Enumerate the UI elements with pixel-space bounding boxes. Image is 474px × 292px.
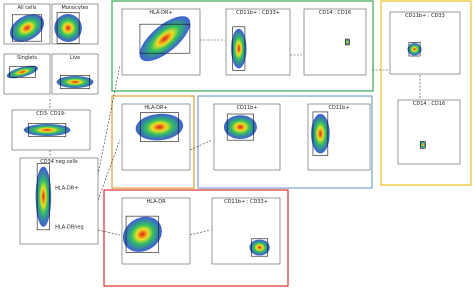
gate bbox=[28, 123, 67, 137]
plot-panel: HLA-DR+ bbox=[121, 103, 191, 171]
plot-panel: HLA-DR+ bbox=[121, 8, 201, 76]
density-cloud bbox=[311, 113, 330, 154]
plot-frame bbox=[211, 197, 281, 265]
plot-title: All cells bbox=[18, 5, 37, 11]
density-cloud bbox=[231, 28, 247, 69]
gate bbox=[420, 140, 426, 149]
arrows bbox=[49, 39, 421, 236]
plot-frame bbox=[303, 8, 367, 76]
plot-frame bbox=[389, 11, 461, 75]
plot-panel: CD11b+ : CD33 bbox=[389, 11, 461, 75]
gate bbox=[11, 14, 43, 42]
gate bbox=[140, 112, 179, 142]
density-cloud bbox=[9, 14, 45, 42]
orange-group bbox=[111, 95, 195, 189]
density-cloud bbox=[23, 124, 71, 136]
plot-title: CD14 : CD16 bbox=[319, 10, 351, 16]
plot-title: CD11b+ : CD33+ bbox=[236, 10, 280, 16]
arrow bbox=[189, 139, 213, 151]
density-cloud bbox=[135, 113, 184, 141]
gate bbox=[56, 12, 80, 44]
plot-title: Live bbox=[70, 55, 80, 61]
plot-panel: CD34 neg cells HLA-DR+ HLA-DRneg bbox=[19, 157, 99, 245]
plot-panel: HLA-DR bbox=[121, 197, 191, 265]
gate bbox=[59, 75, 91, 89]
gate bbox=[9, 66, 36, 78]
gate-label: HLA-DRneg bbox=[55, 224, 84, 230]
plot-panel: CD11b+ bbox=[213, 103, 281, 171]
plot-title: CD34 neg cells bbox=[40, 159, 78, 165]
plot-panel: CD14 : CD16 bbox=[397, 99, 461, 165]
gate bbox=[408, 42, 421, 57]
plot-title: CD14 : CD16 bbox=[413, 101, 445, 107]
gate bbox=[251, 238, 269, 257]
plot-title: HLA-DR+ bbox=[144, 105, 167, 111]
gate bbox=[232, 26, 246, 71]
plot-panel: CD11b+ bbox=[307, 103, 371, 171]
density-cloud bbox=[139, 16, 191, 62]
plot-title: CD11b+ : CD33+ bbox=[224, 199, 268, 205]
density-cloud bbox=[419, 141, 426, 148]
plot-title: HLA-DR+ bbox=[149, 10, 172, 16]
gate bbox=[345, 38, 350, 46]
red-group bbox=[103, 189, 289, 287]
gate-label: HLA-DR+ bbox=[55, 186, 78, 192]
plot-title: Singlets bbox=[17, 55, 37, 61]
density-cloud bbox=[407, 43, 422, 56]
gate bbox=[36, 163, 50, 231]
green-group bbox=[111, 0, 374, 92]
gate bbox=[312, 111, 329, 156]
arrow bbox=[189, 229, 211, 236]
plot-panel: CD11b+ : CD33+ bbox=[211, 197, 281, 265]
gate bbox=[125, 215, 160, 253]
density-cloud bbox=[223, 115, 257, 139]
plot-frame bbox=[19, 157, 99, 245]
plot-title: CD11b+ bbox=[236, 105, 257, 111]
arrow bbox=[97, 139, 121, 201]
plot-frame bbox=[397, 99, 461, 165]
blue-group bbox=[197, 95, 373, 189]
plot-panel: CD3- CD19- bbox=[11, 109, 91, 151]
yellow-group bbox=[380, 0, 472, 186]
density-cloud bbox=[56, 76, 94, 88]
density-cloud bbox=[35, 166, 52, 227]
plot-title: CD3- CD19- bbox=[36, 111, 66, 117]
plot-title: HLA-DR bbox=[146, 199, 166, 205]
plot-panel: CD14 : CD16 bbox=[303, 8, 367, 76]
plot-panel: Singlets bbox=[3, 53, 51, 95]
plot-title: CD11b+ bbox=[328, 105, 349, 111]
arrow bbox=[97, 64, 121, 176]
gate bbox=[139, 23, 191, 54]
plot-panel: CD11b+ : CD33+ bbox=[225, 8, 291, 76]
plot-panel: Live bbox=[51, 53, 99, 95]
density-cloud bbox=[6, 65, 39, 79]
arrow bbox=[97, 229, 121, 236]
density-cloud bbox=[54, 14, 82, 42]
plot-title: CD11b+ : CD33 bbox=[405, 13, 445, 19]
plot-panel: Monocytes bbox=[51, 3, 99, 45]
plot-panel: All cells bbox=[3, 3, 51, 45]
gate bbox=[226, 113, 254, 141]
density-cloud bbox=[122, 216, 162, 252]
density-cloud bbox=[344, 39, 350, 45]
plot-title: Monocytes bbox=[62, 5, 89, 11]
density-cloud bbox=[249, 239, 270, 256]
